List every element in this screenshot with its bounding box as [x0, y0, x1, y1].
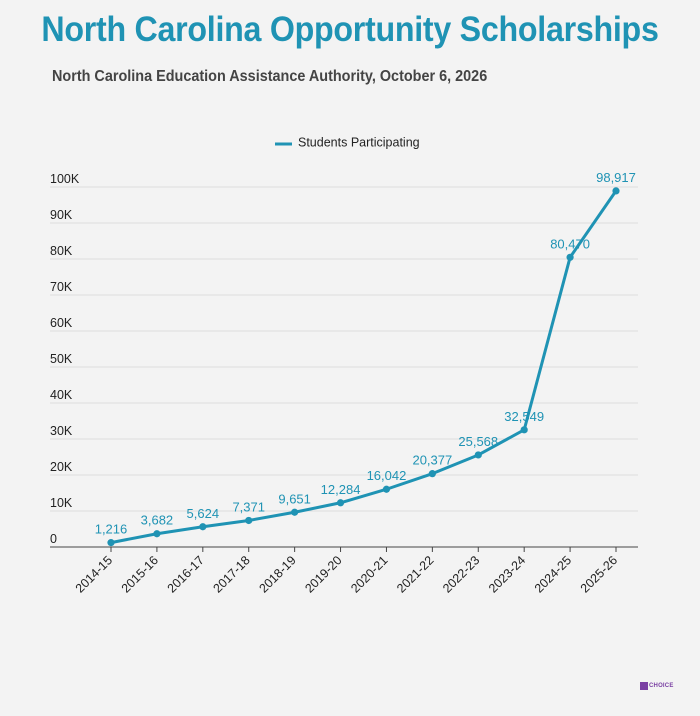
logo-text: CHOICE	[649, 683, 674, 689]
y-tick-label: 80K	[50, 244, 73, 258]
data-point	[199, 523, 207, 531]
chart-title: North Carolina Opportunity Scholarships	[41, 10, 659, 49]
x-tick-label: 2022-23	[440, 553, 482, 595]
data-label: 16,042	[367, 468, 407, 483]
x-tick-label: 2025-26	[578, 553, 620, 595]
brand-logo: CHOICE	[640, 682, 674, 690]
y-tick-label: 20K	[50, 460, 73, 474]
data-label: 80,470	[550, 236, 590, 251]
x-tick-label: 2014-15	[73, 553, 115, 595]
y-tick-label: 40K	[50, 388, 73, 402]
y-tick-label: 70K	[50, 280, 73, 294]
x-tick-label: 2021-22	[394, 553, 436, 595]
data-point	[520, 426, 528, 434]
y-tick-label: 90K	[50, 208, 73, 222]
y-axis-tick-labels: 0 10K 20K 30K 40K 50K 60K 70K 80K 90K 100K	[50, 172, 80, 546]
legend-label: Students Participating	[298, 136, 420, 150]
x-tick-label: 2024-25	[532, 553, 574, 595]
y-tick-label: 60K	[50, 316, 73, 330]
data-point	[336, 499, 345, 507]
data-label: 12,284	[321, 482, 361, 497]
y-tick-label: 0	[50, 532, 57, 546]
y-tick-label: 50K	[50, 352, 73, 366]
data-label: 9,651	[278, 491, 311, 506]
legend: Students Participating	[275, 136, 420, 150]
x-tick-label: 2020-21	[348, 553, 390, 595]
chart-subtitle: North Carolina Education Assistance Auth…	[52, 68, 488, 85]
data-label: 3,682	[141, 513, 174, 528]
x-axis-tick-labels: 2014-15 2015-16 2016-17 2017-18 2018-19 2019-…	[73, 547, 620, 596]
data-labels: 1,216 3,682 5,624 7,371 9,651 12,284 16,042 20,…	[95, 170, 636, 537]
x-tick-label: 2019-20	[302, 553, 344, 595]
x-tick-label: 2017-18	[211, 553, 253, 595]
data-point	[382, 485, 391, 493]
y-tick-label: 10K	[50, 496, 73, 510]
data-point	[428, 470, 436, 478]
data-point	[566, 253, 574, 261]
series-line	[110, 190, 618, 545]
grid-lines	[50, 186, 638, 548]
data-point	[153, 530, 161, 538]
data-point	[291, 508, 299, 516]
data-point	[245, 516, 253, 525]
x-tick-label: 2016-17	[165, 553, 207, 595]
y-tick-label: 30K	[50, 424, 73, 438]
data-label: 32,549	[504, 409, 544, 424]
data-point	[107, 539, 115, 547]
x-tick-label: 2018-19	[256, 553, 298, 595]
data-label: 20,377	[412, 453, 452, 468]
logo-mark-icon	[640, 682, 648, 690]
data-label: 98,917	[596, 170, 636, 185]
x-tick-label: 2023-24	[486, 553, 528, 595]
y-tick-label: 100K	[50, 172, 80, 186]
data-label: 7,371	[232, 499, 265, 514]
data-label: 1,216	[95, 522, 128, 537]
data-label: 5,624	[187, 506, 220, 521]
series-students-participating	[107, 187, 620, 547]
x-tick-label: 2015-16	[119, 553, 161, 595]
data-point	[474, 451, 482, 459]
data-label: 25,568	[458, 434, 498, 449]
data-point	[612, 187, 620, 195]
